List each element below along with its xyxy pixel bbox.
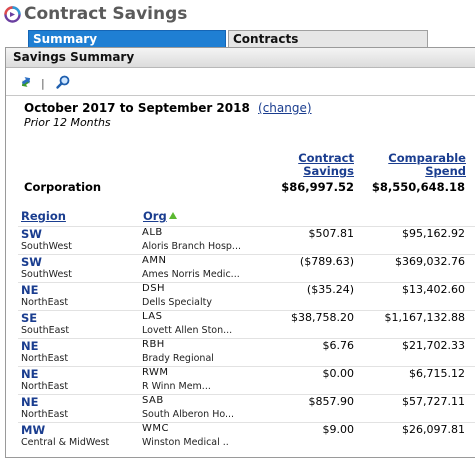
change-period-link[interactable]: (change) (258, 101, 312, 115)
table-row: SW SouthWest AMN Ames Norris Medic... ($… (6, 254, 475, 282)
region-name: SouthWest (21, 241, 72, 252)
org-name: Brady Regional (142, 353, 214, 364)
org-name: Winston Medical .. (142, 437, 229, 448)
tab-summary[interactable]: Summary (28, 30, 226, 48)
org-name: Ames Norris Medic... (142, 269, 240, 280)
region-header-label: Region (21, 209, 66, 223)
org-code: SAB (142, 395, 164, 406)
tab-contracts[interactable]: Contracts (228, 30, 428, 48)
region-column-header[interactable]: Region (21, 209, 66, 223)
org-code: LAS (142, 311, 163, 322)
row-savings: $9.00 (322, 423, 355, 436)
tab-bar: Summary Contracts (0, 30, 475, 48)
org-code: WMC (142, 423, 169, 434)
org-code: RWM (142, 367, 169, 378)
table-row: NE NorthEast RWM R Winn Mem... $0.00 $6,… (6, 366, 475, 394)
region-code-link[interactable]: MW (21, 423, 46, 437)
period-range: October 2017 to September 2018 (change) (24, 101, 312, 115)
row-spend: $369,032.76 (395, 255, 465, 268)
region-name: NorthEast (21, 297, 69, 308)
period-range-text: October 2017 to September 2018 (24, 101, 250, 115)
row-savings: $38,758.20 (291, 311, 354, 324)
region-code-link[interactable]: SW (21, 255, 42, 269)
row-divider (18, 422, 475, 423)
corporation-savings: $86,997.52 (281, 180, 354, 194)
region-code-link[interactable]: NE (21, 339, 39, 353)
region-code-link[interactable]: SW (21, 227, 42, 241)
row-divider (18, 310, 475, 311)
row-divider (18, 282, 475, 283)
comparable-spend-header[interactable]: Comparable Spend (388, 151, 466, 178)
app-logo-icon (4, 6, 21, 23)
row-savings: ($789.63) (299, 255, 354, 268)
org-name: Aloris Branch Hosp... (142, 241, 241, 252)
region-code-link[interactable]: NE (21, 367, 39, 381)
contract-savings-header[interactable]: Contract Savings (298, 151, 354, 178)
region-name: NorthEast (21, 353, 69, 364)
table-row: NE NorthEast DSH Dells Specialty ($35.24… (6, 282, 475, 310)
toolbar-separator: | (41, 77, 45, 90)
org-code: RBH (142, 339, 165, 350)
row-divider (18, 366, 475, 367)
app-title: Contract Savings (24, 4, 188, 24)
panel-title: Savings Summary (13, 50, 135, 64)
table-row: NE NorthEast SAB South Alberon Ho... $85… (6, 394, 475, 422)
row-divider (18, 394, 475, 395)
region-name: NorthEast (21, 409, 69, 420)
table-row: SE SouthEast LAS Lovett Allen Ston... $3… (6, 310, 475, 338)
row-savings: ($35.24) (306, 283, 354, 296)
row-spend: $57,727.11 (402, 395, 465, 408)
table-row: NE NorthEast RBH Brady Regional $6.76 $2… (6, 338, 475, 366)
corporation-spend: $8,550,648.18 (371, 180, 465, 194)
org-code: ALB (142, 227, 163, 238)
org-code: AMN (142, 255, 167, 266)
region-name: SouthEast (21, 325, 70, 336)
period-subtitle: Prior 12 Months (24, 116, 111, 129)
org-code: DSH (142, 283, 166, 294)
org-column-header[interactable]: Org (143, 209, 177, 223)
title-bar: Contract Savings (0, 0, 475, 30)
org-name: Dells Specialty (142, 297, 212, 308)
region-code-link[interactable]: NE (21, 395, 39, 409)
row-savings: $6.76 (322, 339, 355, 352)
refresh-icon[interactable] (18, 74, 34, 90)
row-divider (18, 226, 475, 227)
region-code-link[interactable]: NE (21, 283, 39, 297)
search-icon[interactable] (55, 74, 71, 90)
savings-summary-panel: Savings Summary | October 2017 to Septem… (5, 47, 475, 458)
toolbar: | (6, 69, 475, 95)
region-name: SouthWest (21, 269, 72, 280)
row-spend: $1,167,132.88 (384, 311, 465, 324)
row-savings: $857.90 (308, 395, 355, 408)
row-spend: $21,702.33 (402, 339, 465, 352)
region-name: NorthEast (21, 381, 69, 392)
sort-ascending-icon (168, 212, 177, 219)
row-spend: $95,162.92 (402, 227, 465, 240)
row-spend: $26,097.81 (402, 423, 465, 436)
org-name: R Winn Mem... (142, 381, 211, 392)
row-spend: $6,715.12 (409, 367, 465, 380)
org-header-label: Org (143, 209, 167, 223)
region-name: Central & MidWest (21, 437, 110, 448)
org-name: South Alberon Ho... (142, 409, 235, 420)
toolbar-divider (6, 95, 475, 96)
row-savings: $0.00 (322, 367, 355, 380)
org-name: Lovett Allen Ston... (142, 325, 233, 336)
region-code-link[interactable]: SE (21, 311, 38, 325)
row-divider (18, 338, 475, 339)
corporation-label: Corporation (24, 180, 102, 194)
row-savings: $507.81 (308, 227, 355, 240)
panel-header: Savings Summary (6, 48, 475, 68)
row-spend: $13,402.60 (402, 283, 465, 296)
table-row: MW Central & MidWest WMC Winston Medical… (6, 422, 475, 450)
table-row: SW SouthWest ALB Aloris Branch Hosp... $… (6, 226, 475, 254)
row-divider (18, 254, 475, 255)
